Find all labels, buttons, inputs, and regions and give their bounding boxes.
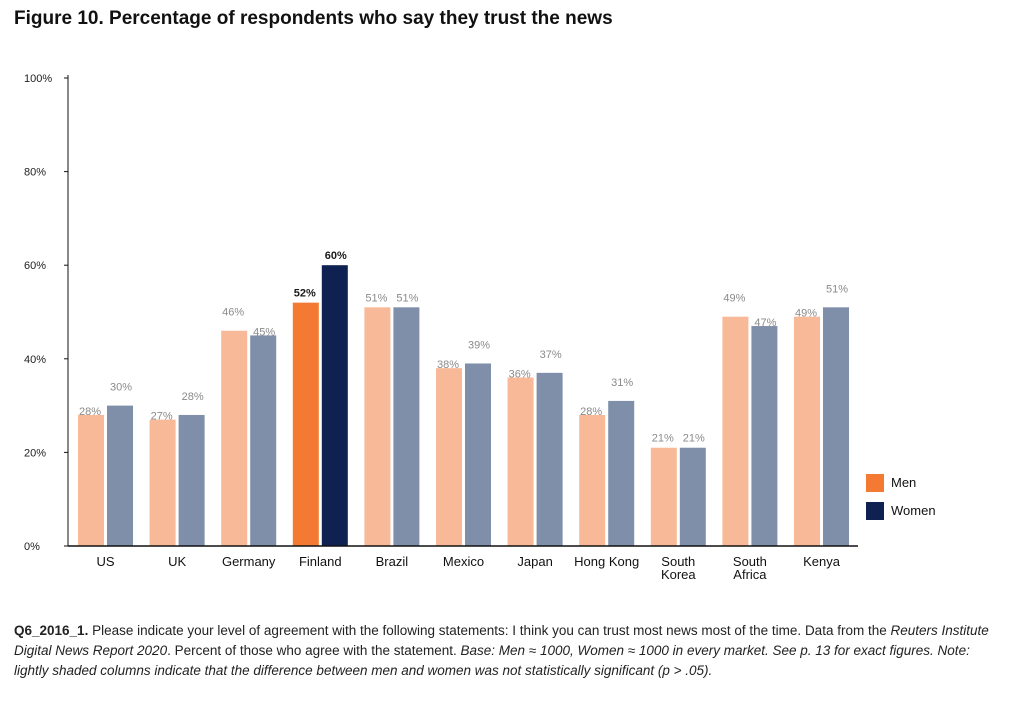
legend-swatch-men — [866, 474, 884, 492]
value-label-men: 52% — [294, 288, 316, 300]
value-label-men: 21% — [652, 433, 674, 445]
footnote-data-prefix: Data from the — [804, 623, 891, 638]
y-tick-label: 60% — [24, 260, 46, 272]
bar-women-south-africa — [751, 326, 778, 546]
bars-group — [78, 265, 849, 546]
bar-women-us — [107, 405, 133, 546]
value-label-men: 28% — [580, 406, 602, 418]
category-label-line: Brazil — [376, 554, 409, 569]
category-label-line: South — [661, 554, 695, 569]
category-label-line: Africa — [733, 567, 767, 582]
bar-men-uk — [149, 419, 176, 546]
value-label-women: 45% — [253, 326, 275, 338]
value-label-men: 27% — [151, 411, 173, 423]
value-label-men: 38% — [437, 359, 459, 371]
footnote-data-suffix: . Percent of those who agree with the st… — [167, 643, 461, 658]
category-label: Finland — [299, 554, 342, 569]
footnote: Q6_2016_1. Please indicate your level of… — [14, 621, 999, 681]
category-label: South Korea — [661, 554, 696, 582]
value-label-men: 36% — [509, 369, 531, 381]
category-label: Mexico — [443, 554, 484, 569]
value-label-men: 49% — [795, 308, 817, 320]
bar-chart: 0% 20% 40% 60% 80% 100% 28% 30% 27% 28% 46% 45% 52%… — [24, 73, 936, 582]
category-labels: US UK Germany Finland Brazil Mexico Japan Hong … — [96, 554, 840, 582]
category-label: Hong Kong — [574, 554, 639, 569]
bar-women-germany — [250, 335, 277, 546]
y-tick-label: 20% — [24, 447, 46, 459]
category-label-line: US — [96, 554, 114, 569]
bar-men-mexico — [436, 368, 462, 546]
footnote-question: Please indicate your level of agreement … — [88, 623, 802, 638]
legend-label-men: Men — [891, 475, 916, 490]
category-label: South Africa — [733, 554, 767, 582]
value-label-men: 28% — [79, 406, 101, 418]
value-label-women: 47% — [754, 317, 776, 329]
bar-women-kenya — [823, 307, 849, 546]
category-label: UK — [168, 554, 186, 569]
bar-men-finland — [292, 302, 319, 546]
footnote-question-id: Q6_2016_1. — [14, 623, 89, 638]
legend: Men Women — [866, 474, 936, 520]
bar-women-brazil — [393, 307, 420, 546]
value-label-men: 46% — [222, 307, 244, 319]
bar-men-japan — [507, 377, 534, 546]
bar-men-brazil — [364, 307, 391, 546]
value-label-women: 51% — [826, 283, 848, 295]
category-label-line: UK — [168, 554, 186, 569]
legend-label-women: Women — [891, 503, 936, 518]
legend-swatch-women — [866, 502, 884, 520]
category-label: Germany — [222, 554, 276, 569]
value-label-women: 30% — [110, 382, 132, 394]
category-label-line: Germany — [222, 554, 276, 569]
value-label-women: 39% — [468, 339, 490, 351]
y-tick-label: 40% — [24, 354, 46, 366]
category-label-line: Korea — [661, 567, 696, 582]
value-label-women: 37% — [540, 349, 562, 361]
category-label-line: Finland — [299, 554, 342, 569]
bar-men-germany — [221, 330, 248, 546]
category-label-line: Mexico — [443, 554, 484, 569]
value-label-women: 51% — [396, 292, 418, 304]
footnote-report-name: Reuters Institute Digital News Report 20… — [14, 623, 989, 658]
category-label-line: Kenya — [803, 554, 841, 569]
category-label: US — [96, 554, 114, 569]
bar-men-south-africa — [722, 316, 749, 546]
y-tick-label: 0% — [24, 541, 40, 553]
value-label-women: 21% — [683, 433, 705, 445]
bar-men-hong-kong — [579, 414, 606, 546]
category-label: Japan — [517, 554, 552, 569]
bar-men-us — [78, 414, 104, 546]
category-label-line: Japan — [517, 554, 552, 569]
bar-women-finland — [321, 265, 348, 546]
category-label: Brazil — [376, 554, 409, 569]
y-tick-label: 80% — [24, 167, 46, 179]
value-label-women: 31% — [611, 377, 633, 389]
bar-women-south-korea — [679, 447, 706, 546]
category-label: Kenya — [803, 554, 841, 569]
bar-men-south-korea — [650, 447, 677, 546]
bar-women-uk — [178, 414, 205, 546]
value-label-men: 49% — [723, 293, 745, 305]
footnote-base-note: Base: Men ≈ 1000, Women ≈ 1000 in every … — [14, 643, 970, 678]
category-label-line: Hong Kong — [574, 554, 639, 569]
y-axis-ticks: 0% 20% 40% 60% 80% 100% — [24, 73, 68, 553]
category-label-line: South — [733, 554, 767, 569]
chart-title: Figure 10. Percentage of respondents who… — [14, 8, 613, 29]
value-label-men: 51% — [365, 292, 387, 304]
bar-women-mexico — [465, 363, 491, 546]
value-label-women: 60% — [325, 250, 347, 262]
bar-women-hong-kong — [608, 400, 635, 546]
y-tick-label: 100% — [24, 73, 52, 85]
bar-men-kenya — [794, 316, 820, 546]
bar-women-japan — [536, 372, 563, 546]
value-label-women: 28% — [182, 391, 204, 403]
value-labels: 28% 30% 27% 28% 46% 45% 52% 60% 51% 51% 38% 39% 36% 3… — [79, 250, 848, 445]
